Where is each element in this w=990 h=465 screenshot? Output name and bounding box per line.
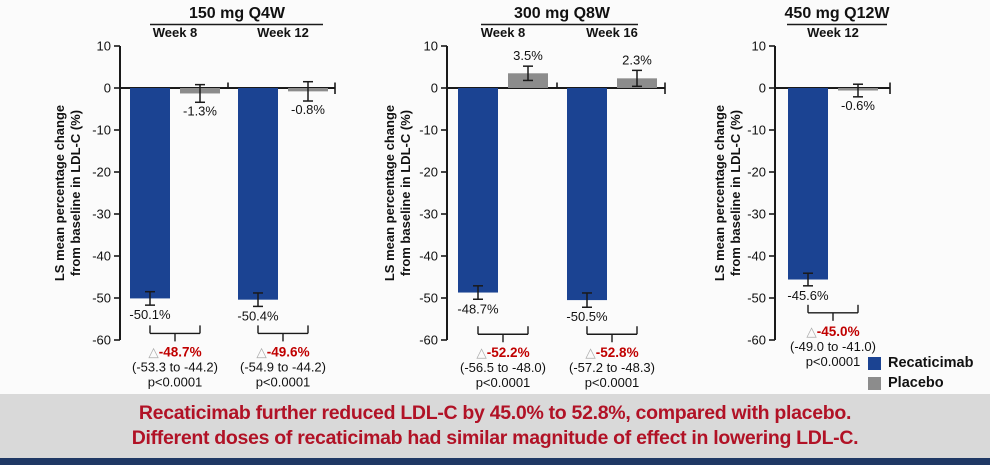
y-tick-label: -40: [419, 249, 438, 264]
delta-ci: (-56.5 to -48.0): [460, 360, 546, 375]
y-tick-label: -10: [419, 123, 438, 138]
y-tick-label: -40: [92, 249, 111, 264]
y-tick-label: -30: [419, 207, 438, 222]
placebo-value-label: -0.6%: [841, 98, 875, 113]
recaticimab-value-label: -50.4%: [237, 308, 279, 323]
y-tick-label: -20: [747, 165, 766, 180]
y-tick-label: 10: [424, 39, 438, 54]
recaticimab-value-label: -48.7%: [457, 301, 499, 316]
y-axis-title: LS mean percentage change: [52, 105, 67, 281]
y-tick-label: -20: [92, 165, 111, 180]
recaticimab-value-label: -50.5%: [566, 309, 608, 324]
bar-recaticimab: [238, 88, 278, 300]
legend-item-placebo: Placebo: [868, 375, 973, 391]
delta-label: △-48.7%: [148, 344, 201, 359]
delta-p-value: p<0.0001: [476, 375, 531, 390]
delta-label: △-49.6%: [256, 344, 309, 359]
delta-label: △-52.8%: [585, 345, 638, 360]
recaticimab-value-label: -50.1%: [129, 307, 171, 322]
week-label: Week 16: [586, 25, 638, 40]
placebo-value-label: 2.3%: [622, 52, 652, 67]
legend-item-recaticimab: Recaticimab: [868, 355, 973, 371]
week-label: Week 12: [257, 25, 309, 40]
footer-bar: [0, 458, 990, 465]
legend-label-recaticimab: Recaticimab: [888, 355, 974, 371]
bar-recaticimab: [458, 88, 498, 293]
y-axis-title: LS mean percentage change: [712, 105, 727, 281]
y-tick-label: -60: [419, 333, 438, 348]
bar-recaticimab: [567, 88, 607, 301]
delta-p-value: p<0.0001: [806, 354, 861, 369]
legend-label-placebo: Placebo: [888, 375, 944, 391]
placebo-value-label: -0.8%: [291, 102, 325, 117]
delta-p-value: p<0.0001: [585, 375, 640, 390]
delta-ci: (-49.0 to -41.0): [790, 339, 876, 354]
week-label: Week 8: [153, 25, 198, 40]
placebo-value-label: -1.3%: [183, 103, 217, 118]
conclusion-banner: Recaticimab further reduced LDL-C by 45.…: [0, 394, 990, 458]
y-tick-label: 0: [759, 81, 766, 96]
legend: Recaticimab Placebo: [868, 355, 973, 391]
delta-label: △-52.2%: [476, 345, 529, 360]
bar-recaticimab: [130, 88, 170, 299]
y-tick-label: -60: [92, 333, 111, 348]
y-axis-title: from baseline in LDL-C (%): [728, 110, 743, 276]
recaticimab-swatch: [868, 356, 881, 370]
placebo-value-label: 3.5%: [513, 48, 543, 63]
banner-line1: Recaticimab further reduced LDL-C by 45.…: [138, 402, 852, 424]
placebo-swatch: [868, 376, 881, 390]
y-tick-label: -20: [419, 165, 438, 180]
y-tick-label: 10: [97, 39, 111, 54]
chart-panel-450mg-q12w: 450 mg Q12W 10 0 -10 -20 -30 -40 -50 -60 LS mean …: [712, 5, 891, 369]
y-tick-label: -30: [92, 207, 111, 222]
y-axis-title: from baseline in LDL-C (%): [68, 110, 83, 276]
y-tick-label: -30: [747, 207, 766, 222]
delta-ci: (-54.9 to -44.2): [240, 359, 326, 374]
chart-panel-150mg-q4w: 150 mg Q4W 10 0 -10 -20 -30 -40 -50 -60 LS mean p…: [52, 5, 336, 389]
y-tick-label: -50: [419, 291, 438, 306]
chart-panel-300mg-q8w: 300 mg Q8W 10 0 -10 -20 -30 -40 -50 -60 LS mean p…: [382, 5, 666, 390]
y-axis-title: from baseline in LDL-C (%): [398, 110, 413, 276]
bar-recaticimab: [788, 88, 828, 280]
panel-title: 300 mg Q8W: [514, 5, 611, 22]
y-tick-label: 10: [752, 39, 766, 54]
y-tick-label: -10: [92, 123, 111, 138]
delta-label: △-45.0%: [806, 324, 859, 339]
panel-title: 150 mg Q4W: [189, 5, 286, 22]
y-axis-title: LS mean percentage change: [382, 105, 397, 281]
delta-ci: (-57.2 to -48.3): [569, 360, 655, 375]
delta-ci: (-53.3 to -44.2): [132, 359, 218, 374]
panel-title: 450 mg Q12W: [785, 5, 891, 22]
delta-p-value: p<0.0001: [256, 374, 311, 389]
y-tick-label: -50: [747, 291, 766, 306]
y-tick-label: -60: [747, 333, 766, 348]
week-label: Week 8: [481, 25, 526, 40]
y-tick-label: -10: [747, 123, 766, 138]
delta-p-value: p<0.0001: [148, 374, 203, 389]
y-tick-label: -50: [92, 291, 111, 306]
week-label: Week 12: [807, 25, 859, 40]
y-tick-label: 0: [431, 81, 438, 96]
banner-line2: Different doses of recaticimab had simil…: [131, 427, 859, 449]
y-tick-label: 0: [104, 81, 111, 96]
y-tick-label: -40: [747, 249, 766, 264]
recaticimab-value-label: -45.6%: [787, 288, 829, 303]
